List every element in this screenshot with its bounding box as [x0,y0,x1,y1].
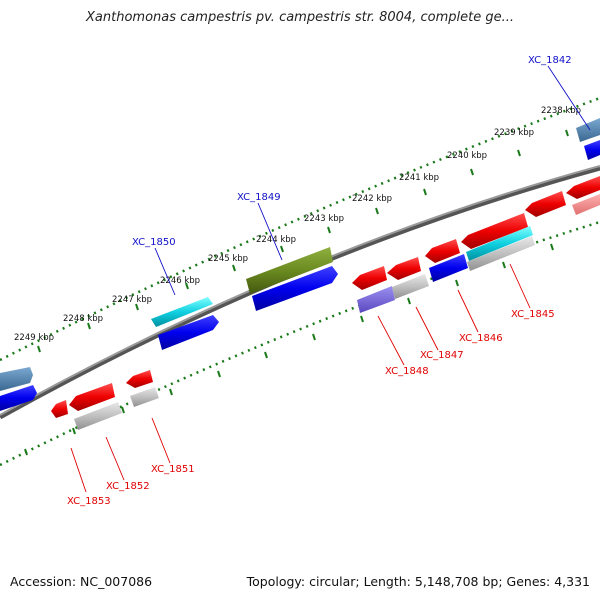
gene-arrow[interactable] [69,383,115,411]
gene-arrow[interactable] [130,387,159,407]
gene-arrow[interactable] [246,247,333,294]
gene-arrow[interactable] [576,118,600,142]
gene-arrow[interactable] [584,140,600,160]
gene-arrow[interactable] [461,213,528,249]
gene-arrow[interactable] [158,315,219,350]
gene-label-xc-1845[interactable]: XC_1845 [511,309,555,320]
gene-label-xc-1848[interactable]: XC_1848 [385,366,429,377]
forward-genes[interactable] [0,118,600,411]
tick-label: 2241 kbp [399,173,439,183]
outer-major-ticks [37,129,569,353]
gene-arrow[interactable] [525,191,566,217]
topology-summary: Topology: circular; Length: 5,148,708 bp… [246,574,590,589]
gene-arrow[interactable] [387,257,421,280]
gene-label-xc-1852[interactable]: XC_1852 [106,481,150,492]
gene-arrow[interactable] [0,367,33,391]
gene-label-xc-1846[interactable]: XC_1846 [459,333,503,344]
gene-arrow[interactable] [151,297,213,327]
tick-label: 2246 kbp [160,276,200,286]
tick-label: 2244 kbp [256,235,296,245]
gene-label-xc-1853[interactable]: XC_1853 [67,496,111,507]
gene-arrow[interactable] [0,385,37,411]
reverse-gene-labels: XC_1845 XC_1846 XC_1847 XC_1848 XC_1851 … [67,309,555,507]
tick-label: 2240 kbp [447,151,487,161]
forward-gene-labels: XC_1842 XC_1849 XC_1850 [132,55,572,248]
gene-label-xc-1847[interactable]: XC_1847 [420,350,464,361]
tick-label: 2239 kbp [494,128,534,138]
reverse-genes[interactable] [51,176,600,430]
tick-label: 2238 kbp [541,106,581,116]
tick-label: 2248 kbp [63,314,103,324]
gene-arrow[interactable] [51,400,68,418]
gene-arrow[interactable] [352,266,387,290]
map-title: Xanthomonas campestris pv. campestris st… [86,10,514,25]
inner-major-ticks [24,243,554,456]
tick-label: 2249 kbp [14,333,54,343]
tick-label: 2245 kbp [208,254,248,264]
gene-arrow[interactable] [467,236,535,271]
gene-label-xc-1851[interactable]: XC_1851 [151,464,195,475]
gene-label-xc-1842[interactable]: XC_1842 [528,55,572,66]
gene-arrow[interactable] [126,370,153,388]
accession-text: Accession: NC_007086 [10,574,153,589]
tick-labels: 2238 kbp 2239 kbp 2240 kbp 2241 kbp 2242… [14,106,581,343]
gene-arrow[interactable] [357,286,395,313]
gene-arrow[interactable] [392,274,429,299]
gene-label-xc-1849[interactable]: XC_1849 [237,192,281,203]
tick-label: 2243 kbp [304,214,344,224]
gene-arrow[interactable] [466,226,533,261]
tick-label: 2242 kbp [352,194,392,204]
label-leader-lines [70,65,591,493]
gene-arrow[interactable] [74,402,122,430]
gene-arrow[interactable] [572,194,600,215]
gene-arrow[interactable] [566,176,600,199]
tick-label: 2247 kbp [112,295,152,305]
gene-arrow[interactable] [429,254,468,282]
gene-arrow[interactable] [425,239,460,263]
gene-label-xc-1850[interactable]: XC_1850 [132,237,176,248]
gene-arrow[interactable] [252,266,338,311]
inner-tick-track [0,220,600,467]
